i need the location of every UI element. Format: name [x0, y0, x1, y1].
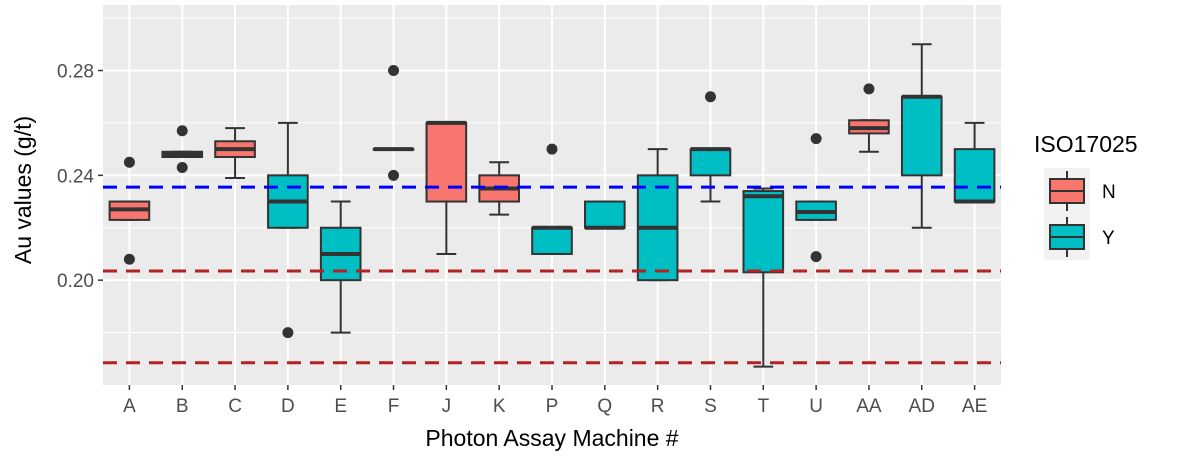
x-tick-label: T: [757, 396, 769, 417]
x-tick-label: U: [809, 396, 823, 417]
legend-label-y: Y: [1102, 228, 1115, 249]
outlier-point: [282, 327, 294, 339]
outlier-point: [704, 91, 716, 103]
box-b: [161, 125, 204, 173]
box-d: [267, 121, 309, 339]
outlier-point: [810, 133, 822, 145]
x-tick-label: Q: [597, 396, 612, 417]
x-tick-label: E: [334, 396, 347, 417]
x-tick-label: AE: [962, 396, 987, 417]
x-tick-label: J: [442, 396, 452, 417]
outlier-point: [176, 125, 188, 137]
box-f: [372, 65, 415, 181]
box-iqr: [531, 226, 573, 255]
box-t: [742, 187, 785, 368]
outlier-point: [123, 253, 135, 265]
outlier-point: [123, 156, 135, 168]
x-axis-ticks: A B C D E F J K P Q R S T U AA AD AE: [123, 385, 987, 417]
box-ae: [953, 121, 996, 204]
x-tick-label: K: [493, 396, 506, 417]
outlier-point: [388, 65, 400, 77]
x-tick-label: A: [123, 396, 136, 417]
outlier-point: [546, 143, 558, 155]
box-iqr: [584, 200, 626, 229]
x-tick-label: S: [704, 396, 717, 417]
x-tick-label: C: [228, 396, 242, 417]
box-ad: [900, 43, 943, 229]
x-tick-label: AD: [909, 396, 935, 417]
box-a: [108, 156, 151, 265]
box-u: [795, 133, 837, 263]
box-iqr: [689, 148, 732, 177]
legend-label-n: N: [1102, 182, 1116, 203]
box-iqr: [953, 148, 996, 203]
legend-key-n: [1044, 168, 1090, 214]
y-axis-title: Au values (g/t): [10, 116, 36, 264]
box-c: [214, 127, 256, 179]
box-q: [584, 200, 626, 230]
y-tick-label: 0.20: [57, 271, 94, 292]
outlier-point: [863, 83, 875, 95]
x-tick-label: F: [388, 396, 400, 417]
x-axis-title: Photon Assay Machine #: [425, 425, 678, 451]
box-r: [636, 148, 679, 282]
x-tick-label: B: [176, 396, 189, 417]
box-iqr: [900, 95, 943, 177]
box-p: [531, 143, 573, 255]
box-iqr: [742, 190, 785, 274]
x-tick-label: D: [281, 396, 295, 417]
x-tick-label: P: [546, 396, 559, 417]
legend: ISO17025 N Y: [1034, 131, 1138, 260]
outlier-point: [810, 251, 822, 263]
box-iqr: [425, 121, 468, 203]
y-axis-ticks: 0.20 0.24 0.28: [57, 62, 103, 292]
outlier-point: [176, 161, 188, 173]
reference-lines: [103, 185, 1001, 365]
outlier-point: [388, 169, 400, 181]
y-tick-label: 0.28: [57, 62, 94, 83]
x-tick-label: AA: [856, 396, 882, 417]
legend-title: ISO17025: [1034, 131, 1138, 157]
legend-key-y: [1044, 214, 1090, 260]
box-aa: [848, 83, 890, 153]
y-tick-label: 0.24: [57, 166, 94, 187]
x-tick-label: R: [651, 396, 665, 417]
